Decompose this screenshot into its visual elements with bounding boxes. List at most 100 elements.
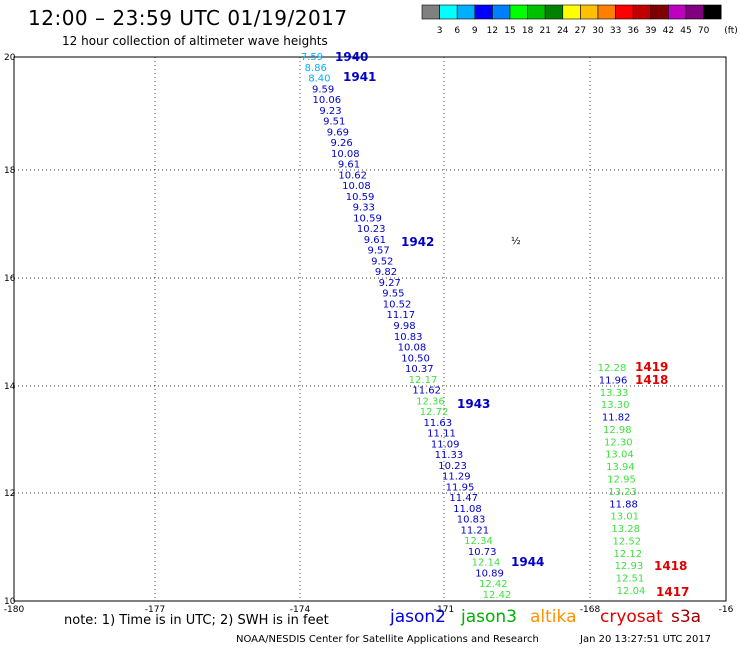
swh-value: 12.36	[416, 396, 445, 407]
swh-value: 10.83	[394, 332, 423, 343]
swh-value: 11.63	[423, 418, 452, 429]
note-text: note: 1) Time is in UTC; 2) SWH is in fe…	[64, 613, 329, 628]
pass-number: 1942	[401, 235, 434, 249]
swh-value: 10.06	[312, 95, 341, 106]
swh-value: 10.62	[338, 170, 367, 181]
swh-value: 10.59	[346, 192, 375, 203]
swh-value: 8.40	[308, 74, 330, 85]
swh-value: 12.72	[420, 407, 449, 418]
satellite-name: altika	[530, 607, 577, 627]
color-legend: 3 6 9 12 15 18 21 24 27 30 33 36 39 42 45 70 (ft)	[421, 4, 738, 36]
swh-value: 13.04	[605, 450, 634, 461]
swh-value: 9.27	[379, 278, 401, 289]
swh-value: 12.30	[604, 437, 633, 448]
swh-value: 10.73	[468, 547, 497, 558]
lat-lon-grid	[13, 56, 727, 602]
swh-value: 12.98	[603, 425, 632, 436]
y-tick-label: 14	[4, 382, 16, 392]
swh-value: 13.01	[610, 512, 639, 523]
pass-number: 1419	[635, 360, 668, 374]
swh-value: 13.30	[601, 400, 630, 411]
swh-value: 7.59	[301, 52, 323, 63]
pass-number: 1943	[457, 397, 490, 411]
swh-value: 11.33	[435, 450, 464, 461]
swh-value: 12.17	[409, 375, 438, 386]
map-frame	[13, 56, 727, 602]
swh-value: 10.59	[353, 213, 382, 224]
swh-value: 12.28	[598, 363, 627, 374]
swh-value: 10.89	[475, 568, 504, 579]
y-tick-label: 20	[4, 53, 16, 63]
x-tick-label: -177	[145, 605, 165, 615]
page-subtitle: 12 hour collection of altimeter wave hei…	[62, 34, 328, 48]
swh-value: 11.11	[427, 429, 456, 440]
colorbar-label: 33	[610, 26, 621, 36]
swh-value: 10.23	[438, 461, 467, 472]
x-tick-label: -174	[290, 605, 311, 615]
colorbar-label: 70	[698, 26, 710, 36]
island-marker: ½	[511, 235, 521, 247]
swh-value: 12.42	[479, 579, 508, 590]
swh-value: 11.09	[431, 439, 460, 450]
swh-value: 9.82	[375, 267, 397, 278]
colorbar-label: 24	[557, 26, 569, 36]
swh-value: 10.08	[398, 343, 427, 354]
colorbar-label: 39	[645, 26, 657, 36]
pass-number: 1418	[635, 373, 668, 387]
x-tick-label: -168	[580, 605, 601, 615]
colorbar-swatch	[703, 4, 722, 20]
swh-value: 9.33	[353, 203, 375, 214]
swh-value: 10.83	[457, 515, 486, 526]
generation-timestamp: Jan 20 13:27:51 UTC 2017	[580, 634, 712, 645]
swh-value: 12.34	[464, 536, 493, 547]
swh-value: 8.86	[305, 63, 327, 74]
altimeter-tracks: 7.598.868.409.5910.069.239.519.699.2610.…	[301, 52, 645, 601]
swh-value: 9.61	[364, 235, 386, 246]
y-tick-label: 10	[4, 597, 16, 607]
swh-value: 10.52	[383, 299, 412, 310]
x-tick-label: -171	[434, 605, 454, 615]
swh-value: 11.62	[412, 386, 441, 397]
page-title: 12:00 – 23:59 UTC 01/19/2017	[28, 6, 348, 30]
colorbar-label: 6	[454, 26, 460, 36]
swh-value: 10.08	[342, 181, 371, 192]
y-tick-label: 12	[4, 489, 15, 499]
pass-number: 1944	[511, 555, 544, 569]
pass-number: 1418	[654, 559, 687, 573]
swh-value: 9.23	[319, 106, 341, 117]
swh-value: 11.21	[460, 525, 489, 536]
swh-value: 11.08	[453, 504, 482, 515]
swh-value: 11.29	[442, 472, 471, 483]
satellite-name: jason3	[461, 607, 517, 627]
swh-value: 9.69	[327, 127, 349, 138]
swh-value: 11.47	[449, 493, 478, 504]
swh-value: 12.12	[614, 549, 643, 560]
swh-value: 9.59	[312, 84, 334, 95]
swh-value: 10.37	[405, 364, 434, 375]
swh-value: 9.55	[382, 289, 404, 300]
swh-value: 12.95	[607, 475, 636, 486]
colorbar-label: 45	[680, 26, 691, 36]
colorbar-label: 9	[472, 26, 478, 36]
swh-value: 12.51	[616, 574, 645, 585]
satellite-name: s3a	[671, 607, 702, 627]
swh-value: 13.33	[600, 388, 629, 399]
swh-value: 10.50	[401, 353, 430, 364]
swh-value: 12.42	[483, 590, 512, 601]
y-tick-label: 16	[4, 274, 16, 284]
pass-number: 1940	[335, 50, 368, 64]
swh-value: 9.57	[367, 246, 389, 257]
swh-value: 9.61	[338, 160, 360, 171]
swh-value: 11.88	[609, 499, 638, 510]
x-tick-label: -16	[719, 605, 734, 615]
swh-value: 13.28	[611, 524, 640, 535]
swh-value: 11.82	[602, 413, 631, 424]
colorbar-label: 36	[627, 26, 639, 36]
x-tick-label: -180	[4, 605, 25, 615]
satellite-name: cryosat	[600, 607, 663, 627]
colorbar-label: 27	[575, 26, 586, 36]
swh-value: 9.26	[330, 138, 352, 149]
swh-value: 12.04	[617, 586, 646, 597]
swh-value: 11.95	[446, 482, 475, 493]
